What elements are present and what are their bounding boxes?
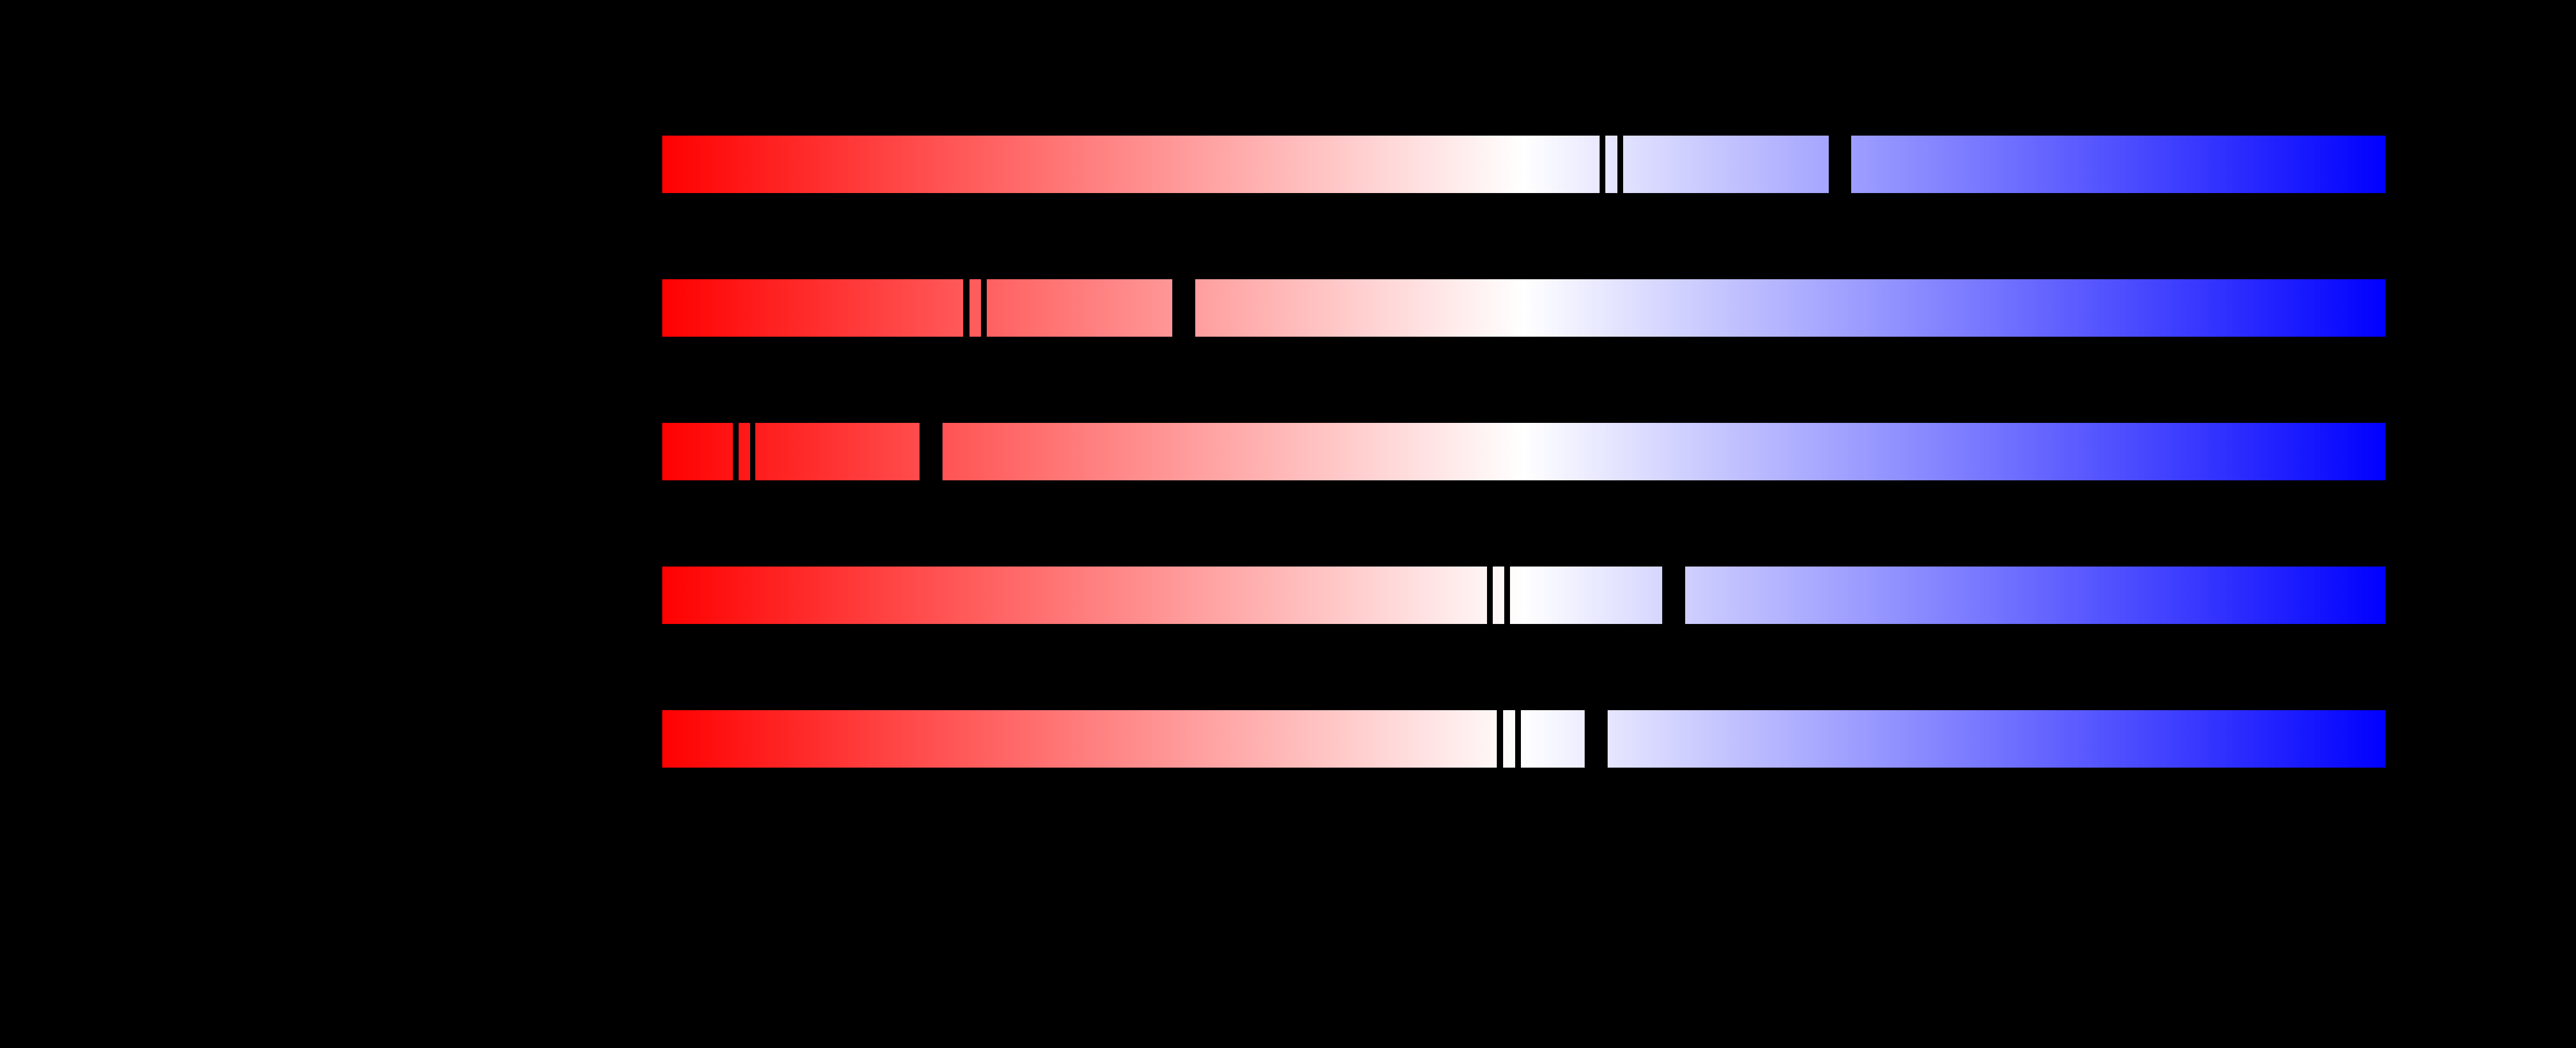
highlight-left-border-mark — [1600, 136, 1605, 193]
highlight-left-border-mark — [1496, 710, 1503, 768]
gap-mark — [1584, 710, 1608, 768]
gap-mark — [919, 423, 943, 480]
highlight-right-border-mark — [1504, 566, 1510, 624]
highlight-right-border-mark — [750, 423, 755, 480]
gradient-strip — [662, 279, 2386, 337]
highlight-right-border-mark — [1617, 136, 1624, 193]
highlight-right-border-mark — [1515, 710, 1521, 768]
gradient-strip — [662, 136, 2386, 193]
gradient-strip — [662, 423, 2386, 480]
gap-mark — [1172, 279, 1195, 337]
highlight-left-border-mark — [963, 279, 970, 337]
gradient-strip — [662, 710, 2386, 768]
gap-mark — [1829, 136, 1851, 193]
highlight-left-border-mark — [1487, 566, 1493, 624]
highlight-right-border-mark — [981, 279, 987, 337]
gap-mark — [1662, 566, 1686, 624]
highlight-left-border-mark — [733, 423, 739, 480]
gradient-strip — [662, 566, 2386, 624]
